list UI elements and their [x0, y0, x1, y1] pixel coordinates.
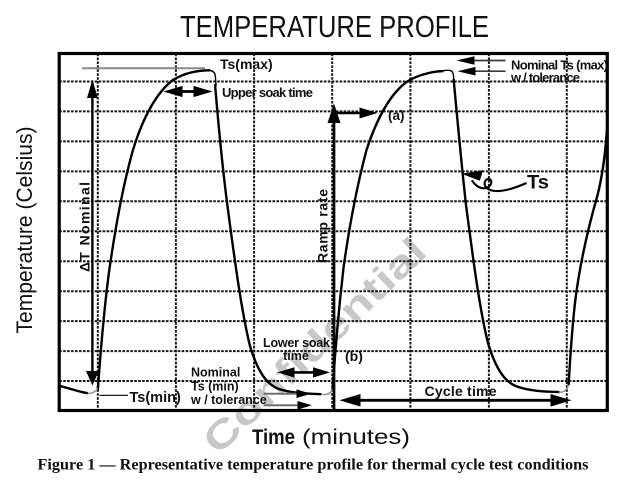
svg-text:(b): (b): [345, 348, 363, 364]
svg-text:Lower soak: Lower soak: [263, 336, 330, 350]
svg-text:Time: Time: [252, 425, 295, 449]
svg-text:(a): (a): [388, 108, 405, 123]
svg-text:Ramp rate: Ramp rate: [315, 189, 331, 263]
svg-text:Temperature (Celsius): Temperature (Celsius): [12, 127, 37, 334]
svg-text:Nominal Ts (max): Nominal Ts (max): [511, 57, 608, 72]
svg-text:Ts: Ts: [527, 173, 549, 194]
svg-text:Ts(max): Ts(max): [220, 56, 273, 72]
svg-text:(minutes): (minutes): [302, 425, 410, 449]
svg-text:Upper soak time: Upper soak time: [222, 85, 313, 100]
svg-text:Ts (min): Ts (min): [191, 379, 239, 393]
svg-text:Ts(min): Ts(min): [130, 390, 181, 406]
svg-text:ΔT Nominal: ΔT Nominal: [77, 182, 93, 272]
svg-text:time: time: [283, 349, 309, 363]
svg-text:w / tolerance: w / tolerance: [190, 393, 267, 407]
svg-text:Nominal: Nominal: [191, 366, 240, 380]
svg-text:w / tolerance: w / tolerance: [510, 70, 580, 85]
svg-text:Cycle time: Cycle time: [425, 383, 497, 399]
svg-text:TEMPERATURE PROFILE: TEMPERATURE PROFILE: [180, 9, 489, 44]
svg-text:Figure 1 — Representative temp: Figure 1 — Representative temperature pr…: [38, 457, 589, 474]
